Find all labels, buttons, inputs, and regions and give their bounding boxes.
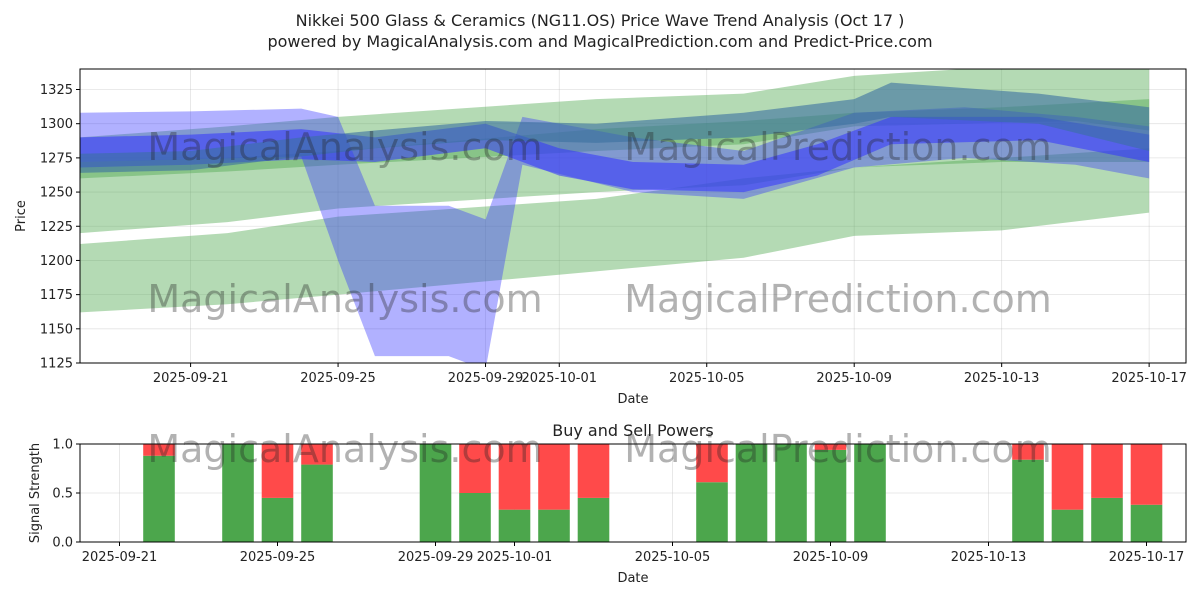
- signal-panel-title: Buy and Sell Powers: [552, 421, 714, 440]
- watermark-mid-left: MagicalAnalysis.com: [147, 277, 542, 321]
- signal-y-tick-label-2: 1.0: [52, 438, 73, 453]
- sell-bar-2025-10-02: [538, 444, 570, 510]
- price-x-tick-label-7: 2025-10-17: [1111, 371, 1187, 386]
- signal-y-tick-label-0: 0.0: [52, 536, 73, 551]
- signal-x-tick-label-5: 2025-10-09: [793, 550, 869, 565]
- watermark-mid-right: MagicalPrediction.com: [624, 277, 1052, 321]
- buy-bar-2025-10-16: [1091, 497, 1123, 542]
- buy-bar-2025-10-03: [577, 497, 610, 542]
- price-y-tick-label-4: 1225: [40, 220, 73, 235]
- watermark-bottom-left: MagicalAnalysis.com: [147, 427, 542, 471]
- buy-bar-2025-09-29: [419, 444, 452, 542]
- signal-x-tick-label-2: 2025-09-29: [398, 550, 474, 565]
- watermark-top-right: MagicalPrediction.com: [624, 125, 1052, 169]
- buy-bar-2025-10-14: [1012, 459, 1044, 542]
- price-x-tick-label-4: 2025-10-05: [669, 371, 745, 386]
- price-y-tick-label-8: 1325: [40, 83, 73, 98]
- price-x-axis-label: Date: [617, 392, 648, 407]
- price-x-tick-label-1: 2025-09-25: [300, 371, 376, 386]
- buy-bar-2025-10-15: [1051, 509, 1084, 542]
- green-band-lower-channel: [80, 148, 1150, 313]
- sell-bar-2025-10-16: [1091, 444, 1123, 498]
- signal-x-tick-label-6: 2025-10-13: [951, 550, 1027, 565]
- price-x-tick-label-5: 2025-10-09: [816, 371, 892, 386]
- price-x-tick-label-0: 2025-09-21: [153, 371, 229, 386]
- sell-bar-2025-10-06: [696, 444, 728, 483]
- price-y-tick-label-5: 1250: [40, 186, 73, 201]
- sell-bar-2025-10-17: [1130, 444, 1163, 505]
- signal-panel: 2025-09-21 2025-09-25 2025-09-29 2025-10-01…: [28, 421, 1187, 586]
- price-x-tick-label-3: 2025-10-01: [521, 371, 597, 386]
- signal-x-tick-label-4: 2025-10-05: [635, 550, 711, 565]
- sell-bar-2025-10-03: [577, 444, 610, 498]
- buy-bar-2025-09-22: [143, 455, 175, 542]
- signal-x-tick-label-1: 2025-09-25: [240, 550, 316, 565]
- buy-bar-2025-10-01: [498, 509, 531, 542]
- price-axes-frame: [79, 68, 1187, 364]
- signal-y-tick-label-1: 0.5: [52, 487, 73, 502]
- sell-bar-2025-10-01: [498, 444, 531, 510]
- sell-bar-2025-10-09: [814, 444, 847, 450]
- price-x-tick-label-6: 2025-10-13: [964, 371, 1040, 386]
- buy-bar-2025-09-26: [301, 464, 333, 542]
- buy-bar-2025-09-30: [459, 493, 491, 542]
- buy-bar-2025-09-25: [261, 497, 294, 542]
- price-y-axis-label: Price: [14, 200, 29, 232]
- price-y-tick-label-3: 1200: [40, 254, 73, 269]
- buy-bar-2025-10-17: [1130, 504, 1163, 542]
- price-y-tick-label-2: 1175: [40, 288, 73, 303]
- sell-bar-2025-10-15: [1051, 444, 1084, 510]
- price-x-tick-label-2: 2025-09-29: [448, 371, 524, 386]
- buy-bar-2025-10-09: [814, 449, 847, 542]
- blue-band-wide-wave: [80, 107, 1150, 363]
- signal-x-tick-label-7: 2025-10-17: [1109, 550, 1185, 565]
- sell-bar-2025-10-14: [1012, 444, 1044, 460]
- price-y-tick-label-6: 1275: [40, 151, 73, 166]
- buy-bar-2025-10-08: [775, 444, 807, 542]
- price-y-tick-label-1: 1150: [40, 322, 73, 337]
- signal-x-tick-label-3: 2025-10-01: [477, 550, 553, 565]
- sell-bar-2025-09-25: [261, 444, 294, 498]
- chart-title-line2: powered by MagicalAnalysis.com and Magic…: [267, 32, 932, 51]
- signal-y-axis-label: Signal Strength: [28, 443, 43, 543]
- chart-title-line1: Nikkei 500 Glass & Ceramics (NG11.OS) Pr…: [296, 11, 905, 30]
- price-y-tick-label-7: 1300: [40, 117, 73, 132]
- price-y-tick-label-0: 1125: [40, 357, 73, 372]
- buy-bar-2025-10-07: [735, 444, 768, 542]
- buy-bar-2025-10-06: [696, 482, 728, 542]
- price-plot-area: [80, 69, 1150, 363]
- blue-band-trend-wave: [80, 82, 1150, 173]
- watermark-top-left: MagicalAnalysis.com: [147, 125, 542, 169]
- sell-bar-2025-09-26: [301, 444, 333, 465]
- buy-bar-2025-10-10: [854, 444, 886, 542]
- watermark-bottom-right: MagicalPrediction.com: [624, 427, 1052, 471]
- buy-bar-2025-10-02: [538, 509, 570, 542]
- price-panel: 2025-09-21 2025-09-25 2025-09-292025-10-01…: [14, 68, 1187, 407]
- signal-x-axis-label: Date: [617, 571, 648, 586]
- buy-bar-2025-09-24: [222, 444, 254, 542]
- sell-bar-2025-09-22: [143, 444, 175, 456]
- sell-bar-2025-09-30: [459, 444, 491, 493]
- signal-x-tick-label-0: 2025-09-21: [82, 550, 158, 565]
